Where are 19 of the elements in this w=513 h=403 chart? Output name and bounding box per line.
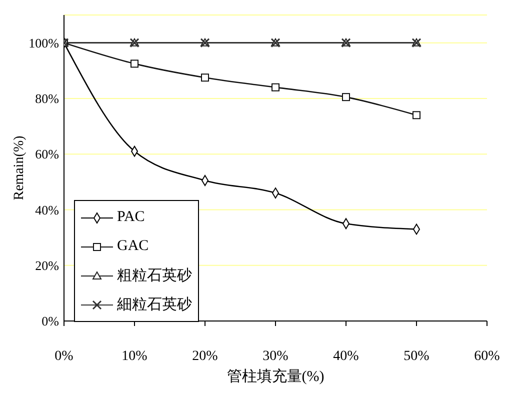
legend-label: 細粒石英砂 [117,296,192,314]
y-tick-label: 100% [28,35,60,50]
legend-label: PAC [117,209,145,226]
x-tick-label: 60% [474,348,500,364]
x-tick-label: 10% [122,348,148,364]
x-tick-label: 30% [262,348,289,364]
x-tick-label: 0% [54,348,74,364]
y-axis-title: Remain(%) [12,135,27,200]
y-tick-label: 60% [35,146,60,162]
y-tick-label: 0% [42,314,60,329]
y-tick-label: 40% [35,202,60,218]
x-tick-label: 40% [333,348,360,364]
legend-label: 粗粒石英砂 [117,266,192,285]
x-axis-title: 管柱填充量(%) [226,368,324,385]
x-tick-label: 20% [192,348,218,364]
y-tick-label: 20% [35,258,60,273]
x-tick-label: 50% [404,348,430,364]
y-tick-label: 80% [35,91,60,106]
legend-label: GAC [117,238,149,255]
